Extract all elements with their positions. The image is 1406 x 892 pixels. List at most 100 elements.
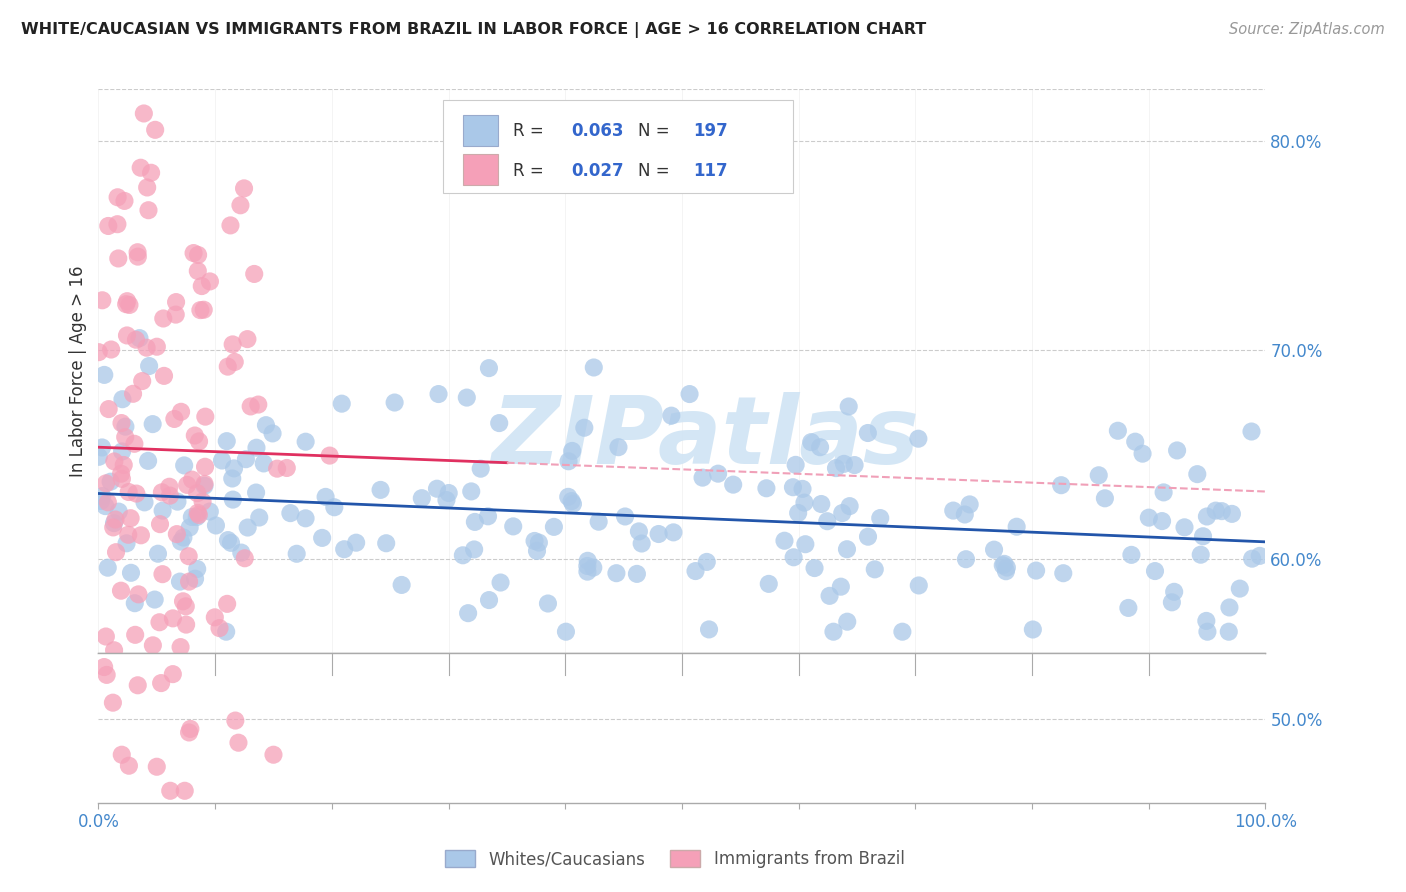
Y-axis label: In Labor Force | Age > 16: In Labor Force | Age > 16 xyxy=(69,265,87,476)
Point xyxy=(172,594,194,608)
Point xyxy=(1052,566,1074,581)
Point xyxy=(180,510,202,524)
Point xyxy=(157,480,180,494)
Point xyxy=(955,552,977,566)
Text: 117: 117 xyxy=(693,161,728,180)
Point xyxy=(582,560,605,574)
Point xyxy=(100,475,122,489)
Point xyxy=(993,557,1015,571)
Point xyxy=(1107,424,1129,438)
Point xyxy=(832,457,855,471)
Point xyxy=(785,458,807,472)
Point xyxy=(219,536,242,550)
Point xyxy=(129,161,152,175)
Point xyxy=(907,578,929,592)
Point xyxy=(1123,434,1146,449)
Point xyxy=(470,461,492,475)
Point xyxy=(526,544,548,558)
Point xyxy=(87,345,110,359)
Point xyxy=(100,343,122,357)
Point xyxy=(773,533,796,548)
Point xyxy=(107,190,129,204)
Text: R =: R = xyxy=(513,161,548,180)
Point xyxy=(1197,624,1219,639)
Point xyxy=(204,610,226,624)
Point xyxy=(128,331,150,345)
Point xyxy=(236,520,259,534)
Point xyxy=(174,617,197,632)
Point xyxy=(696,555,718,569)
Point xyxy=(245,485,267,500)
Point xyxy=(1160,595,1182,609)
Point xyxy=(1173,520,1195,534)
Point xyxy=(384,395,406,409)
Text: N =: N = xyxy=(637,161,675,180)
Point xyxy=(215,434,238,449)
Point xyxy=(131,374,153,388)
Point xyxy=(233,551,256,566)
Point xyxy=(198,274,221,288)
Point xyxy=(94,499,117,513)
Point xyxy=(942,503,965,517)
Point xyxy=(1240,425,1263,439)
Point xyxy=(111,444,134,458)
Point xyxy=(165,308,187,322)
Point xyxy=(224,355,246,369)
Point xyxy=(146,760,169,774)
Point xyxy=(184,572,207,586)
Point xyxy=(187,248,209,262)
Point xyxy=(574,421,596,435)
Point xyxy=(96,668,118,682)
Point xyxy=(707,467,730,481)
Point xyxy=(153,368,176,383)
Point xyxy=(142,417,165,431)
Point xyxy=(1087,468,1109,483)
Point xyxy=(165,295,187,310)
Point xyxy=(247,398,270,412)
Point xyxy=(803,561,825,575)
Point xyxy=(838,499,860,513)
Point xyxy=(1005,519,1028,533)
Point xyxy=(370,483,392,497)
Point xyxy=(211,453,233,467)
Point xyxy=(217,597,239,611)
Point xyxy=(228,736,250,750)
Point xyxy=(191,279,214,293)
Point xyxy=(191,494,214,508)
Point xyxy=(217,359,239,374)
Point xyxy=(794,537,817,551)
Point xyxy=(198,504,221,518)
FancyBboxPatch shape xyxy=(463,154,498,185)
Point xyxy=(132,106,155,120)
Point xyxy=(127,245,149,260)
Point xyxy=(138,203,160,218)
Point xyxy=(173,458,195,473)
Point xyxy=(576,558,599,573)
Point xyxy=(111,392,134,407)
Point xyxy=(115,536,138,550)
Point xyxy=(166,494,188,508)
Point xyxy=(555,624,578,639)
Point xyxy=(477,509,499,524)
Point xyxy=(187,508,209,522)
Point xyxy=(721,477,744,491)
Point xyxy=(152,567,174,582)
Point xyxy=(181,473,204,487)
Point xyxy=(659,409,682,423)
Point xyxy=(229,198,252,212)
Point xyxy=(247,510,270,524)
Point xyxy=(101,696,124,710)
Point xyxy=(627,524,650,539)
Point xyxy=(114,430,136,444)
Point xyxy=(219,219,242,233)
Point xyxy=(105,545,128,559)
Point xyxy=(193,302,215,317)
Point xyxy=(118,298,141,312)
Point xyxy=(557,454,579,468)
Point xyxy=(523,533,546,548)
Point xyxy=(177,549,200,564)
Point xyxy=(222,492,245,507)
Point xyxy=(91,293,114,308)
Point xyxy=(318,449,340,463)
Point xyxy=(236,332,259,346)
